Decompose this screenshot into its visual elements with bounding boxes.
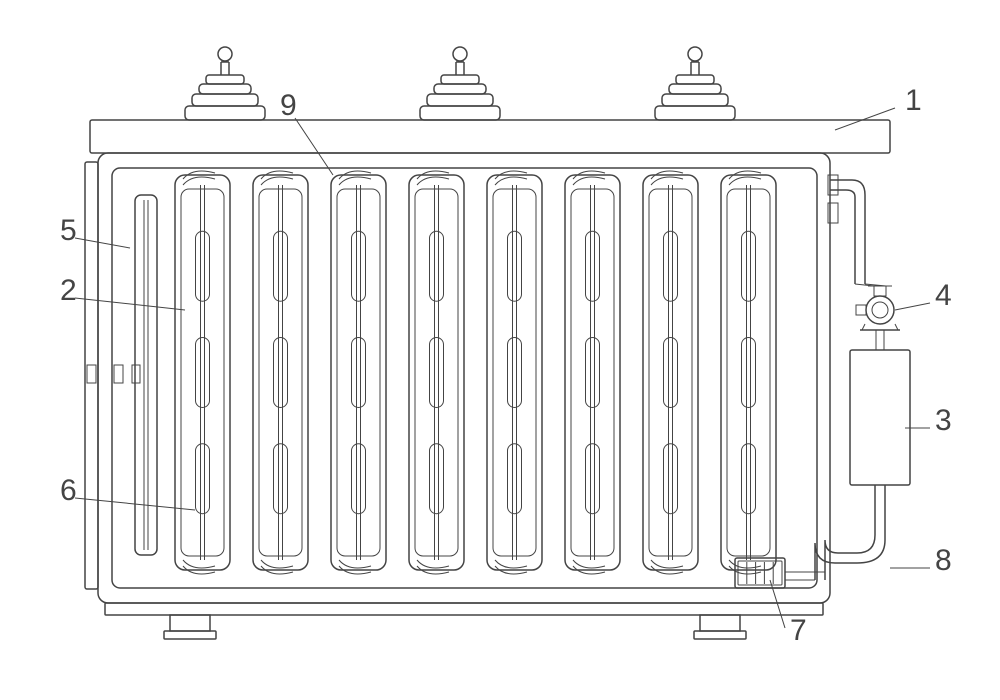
label-8: 8 bbox=[935, 544, 952, 577]
label-4: 4 bbox=[935, 279, 952, 312]
label-3: 3 bbox=[935, 404, 952, 437]
label-6: 6 bbox=[60, 474, 77, 507]
label-5: 5 bbox=[60, 214, 77, 247]
technical-diagram: 1 9 5 2 4 3 6 8 7 bbox=[0, 0, 1000, 700]
label-1: 1 bbox=[905, 84, 922, 117]
label-2: 2 bbox=[60, 274, 77, 307]
label-9: 9 bbox=[280, 89, 297, 122]
label-7: 7 bbox=[790, 614, 807, 647]
